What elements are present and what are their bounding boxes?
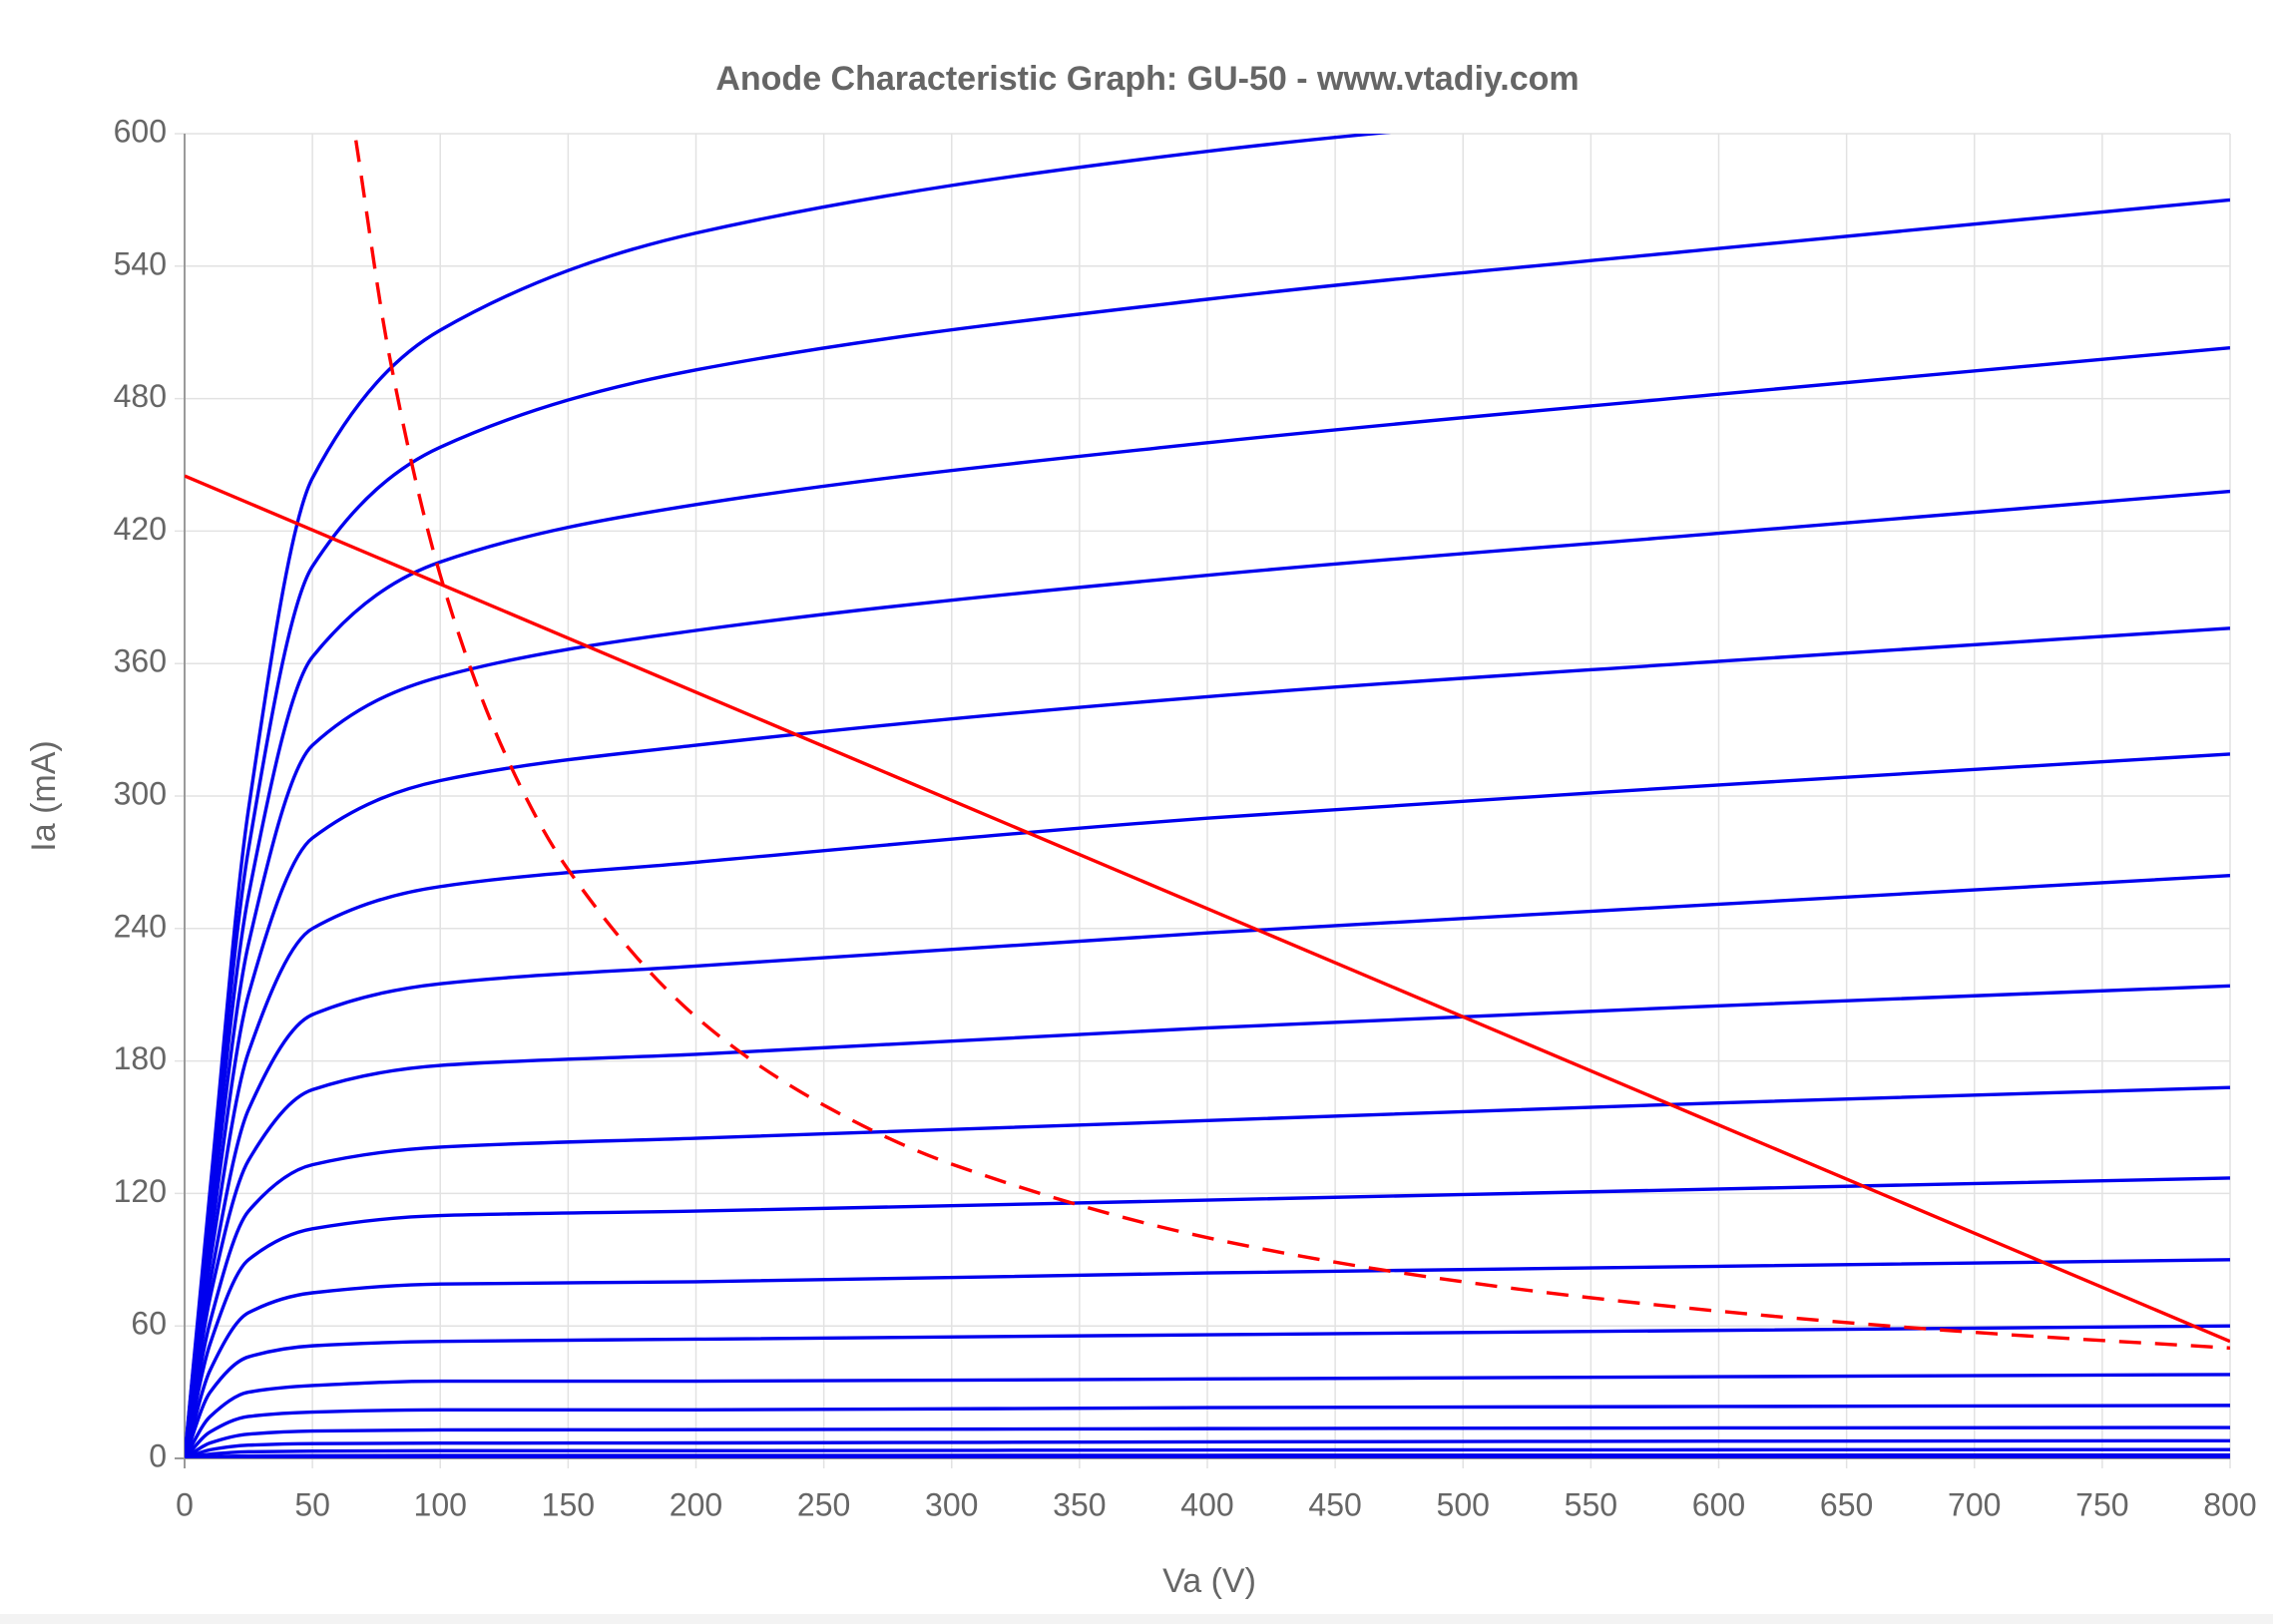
x-axis-label: Va (V) xyxy=(1162,1562,1256,1600)
series-line xyxy=(185,345,2230,1458)
y-tick-label: 240 xyxy=(114,908,167,944)
chart-title: Anode Characteristic Graph: GU-50 - www.… xyxy=(715,60,1579,98)
x-tick-label: 300 xyxy=(925,1486,978,1522)
series-line xyxy=(185,1425,2230,1458)
x-tick-label: 700 xyxy=(1948,1486,2001,1522)
y-tick-label: 300 xyxy=(114,775,167,811)
x-tick-label: 150 xyxy=(542,1486,595,1522)
x-tick-label: 100 xyxy=(414,1486,467,1522)
series-line xyxy=(185,626,2230,1458)
series-line xyxy=(185,1085,2230,1458)
x-tick-label: 200 xyxy=(670,1486,722,1522)
y-tick-label: 120 xyxy=(114,1173,167,1209)
series-line xyxy=(185,1438,2230,1458)
series-line xyxy=(185,489,2230,1458)
y-axis-label: Ia (mA) xyxy=(25,740,63,851)
series-line xyxy=(185,752,2230,1458)
plot-area xyxy=(185,134,2230,1458)
series-line xyxy=(185,1258,2230,1458)
x-tick-label: 50 xyxy=(294,1486,330,1522)
series-line xyxy=(185,1455,2230,1458)
x-tick-label: 250 xyxy=(797,1486,850,1522)
x-tick-label: 450 xyxy=(1308,1486,1361,1522)
series-line xyxy=(185,873,2230,1458)
x-tick-label: 800 xyxy=(2203,1486,2256,1522)
x-tick-label: 550 xyxy=(1565,1486,1617,1522)
x-tick-label: 500 xyxy=(1437,1486,1490,1522)
y-tick-label: 540 xyxy=(114,245,167,281)
series-line xyxy=(185,984,2230,1458)
y-tick-label: 360 xyxy=(114,643,167,679)
y-tick-label: 0 xyxy=(149,1437,167,1473)
series-line xyxy=(185,1176,2230,1458)
x-tick-label: 600 xyxy=(1692,1486,1745,1522)
series-line xyxy=(185,1373,2230,1458)
x-tick-label: 650 xyxy=(1820,1486,1873,1522)
x-tick-label: 350 xyxy=(1053,1486,1106,1522)
x-tick-label: 400 xyxy=(1180,1486,1233,1522)
series-line xyxy=(185,1447,2230,1458)
y-tick-label: 480 xyxy=(114,378,167,414)
x-tick-label: 0 xyxy=(176,1486,194,1522)
series-line xyxy=(185,1324,2230,1458)
y-tick-label: 420 xyxy=(114,511,167,547)
y-tick-label: 600 xyxy=(114,113,167,149)
series-line xyxy=(185,1452,2230,1458)
bottom-strip xyxy=(0,1614,2273,1624)
series-line xyxy=(185,134,1392,1458)
y-tick-label: 60 xyxy=(131,1306,167,1342)
y-tick-label: 180 xyxy=(114,1040,167,1076)
series-line xyxy=(354,140,2230,1351)
series-line xyxy=(185,474,2230,1344)
x-tick-label: 750 xyxy=(2075,1486,2128,1522)
series-line xyxy=(185,1404,2230,1458)
series-line xyxy=(185,198,2230,1458)
